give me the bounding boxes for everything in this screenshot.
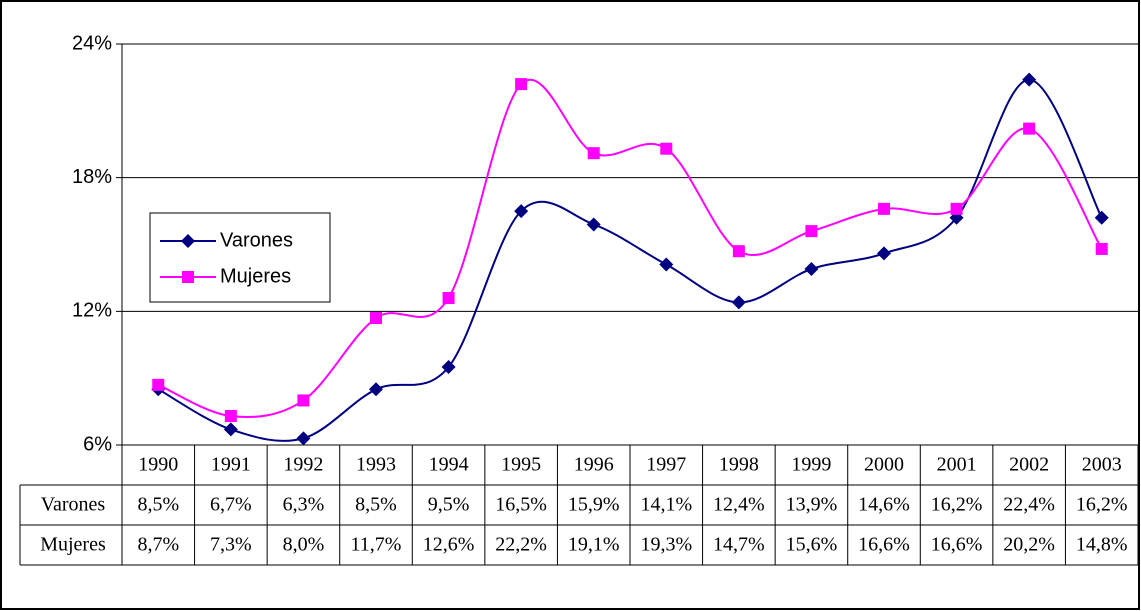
marker (152, 378, 165, 391)
data-label: 16,2% (931, 494, 983, 516)
x-tick-label: 1992 (283, 454, 323, 476)
marker (370, 312, 382, 325)
x-tick-label: 2000 (864, 454, 904, 476)
data-label: 15,6% (786, 534, 838, 556)
data-label: 15,9% (568, 494, 620, 516)
data-label: 19,3% (640, 534, 692, 556)
marker (296, 431, 311, 446)
marker (804, 262, 819, 277)
data-label: 9,5% (428, 494, 470, 516)
marker (223, 422, 238, 437)
data-label: 14,8% (1076, 534, 1128, 556)
data-label: 20,2% (1003, 534, 1055, 556)
marker (297, 394, 310, 407)
marker (1022, 72, 1037, 87)
marker (660, 142, 673, 155)
x-tick-label: 2002 (1009, 454, 1049, 476)
x-tick-label: 1997 (646, 454, 686, 476)
marker (659, 257, 674, 272)
y-tick-label: 24% (72, 32, 112, 54)
marker (442, 291, 455, 304)
marker (1023, 122, 1036, 135)
marker (878, 202, 890, 215)
data-label: 13,9% (786, 494, 838, 516)
data-label: 6,7% (210, 494, 252, 516)
x-tick-label: 1995 (501, 454, 541, 476)
x-tick-label: 1991 (211, 454, 251, 476)
x-tick-label: 1999 (791, 454, 831, 476)
marker (1095, 242, 1108, 255)
x-tick-label: 1996 (574, 454, 614, 476)
marker (732, 245, 745, 258)
x-tick-label: 1993 (356, 454, 396, 476)
data-label: 14,1% (640, 494, 692, 516)
x-tick-label: 1994 (429, 454, 469, 476)
marker (587, 147, 600, 160)
legend-box (149, 212, 331, 303)
data-label: 22,2% (495, 534, 547, 556)
data-label: 12,6% (423, 534, 475, 556)
marker (514, 204, 529, 219)
legend-label: Varones (220, 229, 293, 251)
marker (515, 78, 528, 91)
data-label: 7,3% (210, 534, 252, 556)
legend-marker (181, 234, 195, 248)
data-label: 8,0% (283, 534, 325, 556)
data-label: 16,6% (931, 534, 983, 556)
data-label: 8,5% (355, 494, 397, 516)
data-label: 11,7% (351, 534, 402, 556)
x-tick-label: 1998 (719, 454, 759, 476)
data-label: 16,5% (495, 494, 547, 516)
marker (877, 246, 891, 261)
data-label: 19,1% (568, 534, 620, 556)
marker (950, 202, 963, 215)
data-label: 6,3% (283, 494, 325, 516)
y-tick-label: 12% (72, 300, 112, 322)
series-line (157, 78, 1103, 442)
data-label: 12,4% (713, 494, 765, 516)
data-label: 14,6% (858, 494, 910, 516)
data-label: 16,6% (858, 534, 910, 556)
marker (731, 295, 746, 310)
legend-label: Mujeres (220, 265, 291, 287)
data-label: 16,2% (1076, 494, 1128, 516)
x-tick-label: 1990 (138, 454, 178, 476)
marker (586, 217, 601, 232)
marker (369, 382, 383, 397)
marker (1094, 210, 1109, 225)
marker (805, 225, 818, 238)
x-tick-label: 2001 (937, 454, 977, 476)
legend-marker (182, 271, 194, 283)
y-tick-label: 6% (83, 433, 112, 455)
data-label: 14,7% (713, 534, 765, 556)
data-label: 8,5% (137, 494, 179, 516)
x-tick-label: 2003 (1082, 454, 1122, 476)
marker (224, 410, 237, 423)
data-label: 22,4% (1003, 494, 1055, 516)
marker (441, 360, 456, 375)
table-row-label: Mujeres (40, 534, 106, 556)
data-label: 8,7% (137, 534, 179, 556)
table-row-label: Varones (41, 494, 106, 516)
y-tick-label: 18% (72, 166, 112, 188)
